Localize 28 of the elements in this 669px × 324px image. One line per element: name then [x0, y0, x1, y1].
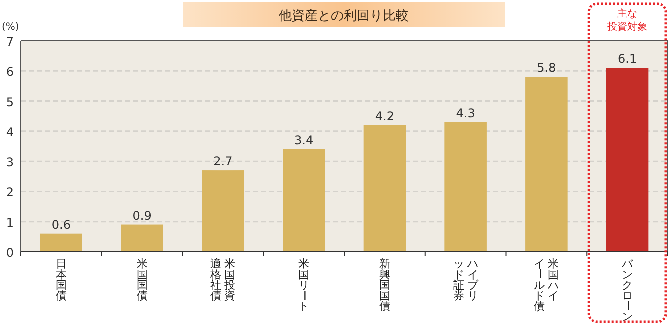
y-tick-label: 6: [6, 65, 14, 80]
y-tick-label: 5: [6, 95, 14, 110]
category-label: バンクローン: [621, 258, 634, 324]
data-label: 0.9: [132, 208, 152, 223]
data-label: 0.6: [52, 218, 71, 232]
category-label: 日本国債: [56, 258, 67, 302]
category-label: 米国リート: [298, 258, 311, 314]
chart-title: 他資産との利回り比較: [279, 8, 409, 24]
data-label: 5.8: [537, 61, 556, 76]
data-label: 3.4: [294, 134, 314, 148]
y-tick-label: 2: [6, 186, 14, 200]
text: 投資対象: [606, 21, 648, 33]
data-label: 4.3: [456, 106, 476, 120]
category-label: 米国ハイイールド債: [533, 258, 560, 314]
category-label: 米国投資適格社債: [210, 258, 236, 302]
data-label: 2.7: [214, 154, 233, 169]
data-label: 4.2: [375, 109, 394, 124]
y-tick-label: 0: [6, 246, 14, 260]
data-label: 6.1: [618, 52, 638, 66]
text: 主な: [618, 8, 638, 20]
y-axis-title: (%): [2, 22, 20, 33]
y-tick-label: 4: [6, 125, 14, 140]
y-tick-label: 1: [6, 216, 14, 230]
category-label: 新興国国債: [379, 258, 390, 314]
y-tick-label: 7: [6, 35, 14, 49]
category-label: ハイブリッド証券: [453, 258, 478, 302]
y-tick-label: 3: [6, 156, 14, 170]
category-label: 米国国債: [136, 258, 148, 302]
